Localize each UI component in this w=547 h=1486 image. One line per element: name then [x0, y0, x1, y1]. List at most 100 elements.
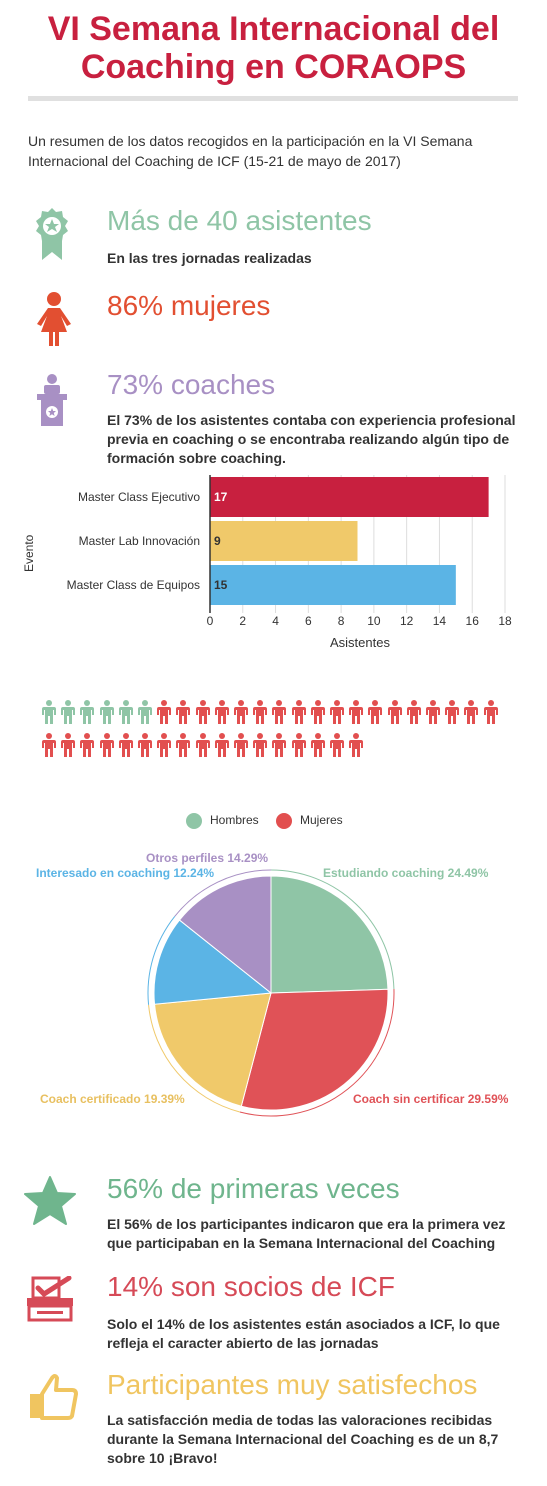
stat-socios-text: Solo el 14% de los asistentes están asoc…	[107, 1316, 500, 1351]
bar-tick-label: 16	[466, 614, 480, 628]
podium-speaker-icon	[37, 374, 67, 426]
person-icon	[234, 700, 248, 724]
person-icon	[426, 700, 440, 724]
person-icon	[118, 733, 133, 757]
stat-coaches-heading: 73% coaches	[107, 369, 276, 400]
pie-slice-estudiando	[270, 875, 389, 994]
page-title: VI Semana Internacional del Coaching en …	[0, 10, 547, 86]
person-icon	[80, 733, 95, 757]
pie-label-interesado: Interesado en coaching 12.24%	[36, 866, 215, 880]
person-icon	[349, 700, 364, 724]
bar-tick-label: 14	[433, 614, 447, 628]
legend-mujeres-dot	[276, 813, 292, 829]
person-icon	[291, 700, 306, 724]
stat-socios-heading: 14% son socios de ICF	[107, 1271, 395, 1302]
person-icon	[176, 733, 191, 757]
person-icon	[157, 700, 172, 724]
bar-category-label: Master Class Ejecutivo	[78, 490, 200, 504]
person-icon	[42, 733, 56, 757]
person-icon	[61, 700, 76, 724]
bar-category-label: Master Class de Equipos	[67, 578, 200, 592]
bar-chart-plot: 0 2 4 6 8 10 12 14 16 18 17 Master Class Ejecutivo 9…	[67, 475, 512, 628]
person-icon	[349, 733, 364, 757]
stat-primeras-heading: 56% de primeras veces	[107, 1173, 400, 1204]
pie-slice-certificado	[153, 992, 272, 1107]
thumbs-up-icon	[30, 1374, 78, 1420]
person-icon	[214, 733, 229, 757]
legend-mujeres-label: Mujeres	[300, 813, 343, 828]
person-icon	[387, 700, 402, 724]
legend-hombres-dot	[186, 813, 202, 829]
person-icon	[195, 733, 210, 757]
person-icon	[80, 700, 95, 724]
person-icon	[99, 733, 114, 757]
person-icon	[310, 700, 325, 724]
legend-mujeres: Mujeres	[276, 813, 343, 829]
pie-label-bracket	[239, 989, 395, 1117]
bar-value-label: 15	[214, 578, 228, 592]
stat-asistentes-heading: Más de 40 asistentes	[107, 205, 372, 236]
person-icon	[195, 700, 210, 724]
stat-satisfechos-heading: Participantes muy satisfechos	[107, 1369, 478, 1400]
person-icon	[368, 700, 383, 724]
person-icon	[157, 733, 172, 757]
ballot-box-icon	[27, 1276, 73, 1322]
bar-tick-label: 6	[305, 614, 312, 628]
person-icon	[272, 733, 287, 757]
bar-value-label: 9	[214, 534, 221, 548]
star-icon	[24, 1176, 76, 1225]
stat-coaches-text: El 73% de los asistentes contaba con exp…	[107, 412, 516, 466]
bar-value-label: 17	[214, 490, 228, 504]
pie-label-certificado: Coach certificado 19.39%	[40, 1092, 185, 1106]
bar-tick-label: 8	[338, 614, 345, 628]
person-icon	[234, 733, 248, 757]
person-icon	[310, 733, 325, 757]
person-icon	[291, 733, 306, 757]
person-icon	[330, 733, 344, 757]
person-icon	[253, 733, 268, 757]
person-icon	[99, 700, 114, 724]
intro-text: Un resumen de los datos recogidos en la …	[28, 133, 473, 169]
pie-label-estudiando: Estudiando coaching 24.49%	[323, 866, 489, 880]
award-ribbon-icon	[36, 208, 68, 260]
pie-label-otros: Otros perfiles 14.29%	[146, 851, 269, 865]
bar-tick-label: 12	[400, 614, 414, 628]
person-icon	[118, 700, 133, 724]
pie-label-bracket	[148, 1004, 240, 1113]
pie-slice-interesado	[153, 919, 273, 1005]
legend-hombres: Hombres	[186, 813, 259, 829]
woman-icon	[37, 292, 71, 346]
person-icon	[445, 700, 460, 724]
page-title-line1: VI Semana Internacional del	[47, 10, 500, 48]
pie-chart	[147, 869, 395, 1117]
person-icon	[272, 700, 287, 724]
person-icon	[483, 700, 498, 724]
pie-label-bracket	[147, 916, 176, 1005]
title-divider	[28, 96, 518, 101]
bar-tick-label: 4	[272, 614, 279, 628]
bar-chart-xlabel: Asistentes	[330, 635, 390, 650]
bar-tick-label: 2	[239, 614, 246, 628]
pie-slice-otros	[178, 875, 272, 995]
stat-primeras-text: El 56% de los participantes indicaron qu…	[107, 1216, 506, 1251]
person-icon	[214, 700, 229, 724]
person-icon	[406, 700, 421, 724]
person-icon	[138, 733, 152, 757]
person-icon	[330, 700, 344, 724]
legend-hombres-label: Hombres	[210, 813, 259, 828]
person-icon	[61, 733, 76, 757]
pie-label-bracket	[174, 869, 272, 917]
stat-satisfechos-text: La satisfacción media de todas las valor…	[107, 1412, 499, 1466]
pie-label-sin-certificar: Coach sin certificar 29.59%	[353, 1092, 509, 1106]
bar	[210, 521, 358, 561]
person-icon	[464, 700, 479, 724]
bar	[210, 565, 456, 605]
person-icon	[176, 700, 191, 724]
bar-tick-label: 10	[367, 614, 381, 628]
stat-asistentes-text: En las tres jornadas realizadas	[107, 250, 312, 266]
bar	[210, 477, 489, 517]
bar-tick-label: 18	[498, 614, 512, 628]
person-icon	[42, 700, 56, 724]
stat-mujeres-heading: 86% mujeres	[107, 290, 271, 321]
person-icon	[253, 700, 268, 724]
